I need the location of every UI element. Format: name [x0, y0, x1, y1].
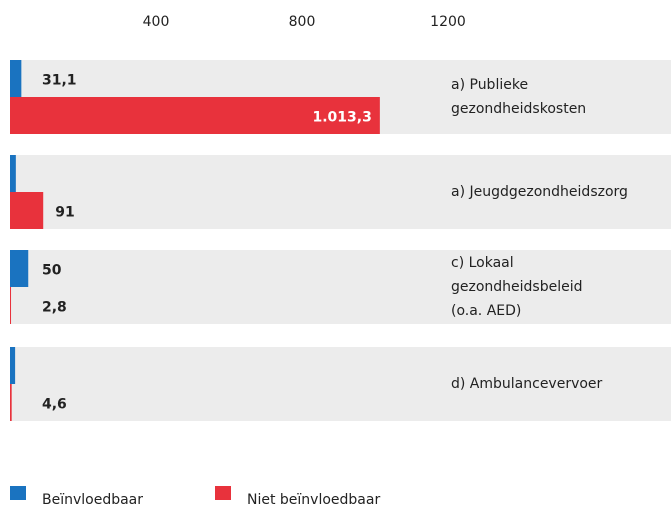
- category-label: gezondheidskosten: [451, 101, 586, 117]
- value-label: 2,8: [42, 300, 67, 316]
- x-tick-label: 1200: [430, 14, 466, 30]
- category-label: gezondheidsbeleid: [451, 279, 583, 295]
- legend-label: Beïnvloedbaar: [42, 492, 143, 508]
- value-label: 4,6: [42, 397, 67, 413]
- x-tick-label: 800: [289, 14, 316, 30]
- row-background: [10, 155, 671, 229]
- category-label: a) Publieke: [451, 77, 528, 93]
- value-label: 1.013,3: [313, 110, 372, 126]
- bar: [10, 287, 12, 324]
- row-background: [10, 250, 671, 324]
- value-label: 50: [42, 263, 62, 279]
- bar: [10, 60, 22, 97]
- category-label: c) Lokaal: [451, 255, 514, 271]
- category-label: (o.a. AED): [451, 303, 521, 319]
- legend-label: Niet beïnvloedbaar: [247, 492, 380, 508]
- category-label: a) Jeugdgezondheidszorg: [451, 184, 628, 200]
- value-label: 31,1: [42, 73, 77, 89]
- bar: [10, 347, 16, 384]
- value-label: 91: [55, 205, 74, 221]
- category-label: d) Ambulancevervoer: [451, 376, 603, 392]
- legend-swatch: [10, 486, 26, 500]
- bar: [10, 97, 380, 134]
- bar: [10, 192, 44, 229]
- bar: [10, 384, 12, 421]
- x-tick-label: 400: [143, 14, 170, 30]
- row-background: [10, 347, 671, 421]
- bar: [10, 155, 16, 192]
- bar: [10, 250, 29, 287]
- legend-swatch: [215, 486, 231, 500]
